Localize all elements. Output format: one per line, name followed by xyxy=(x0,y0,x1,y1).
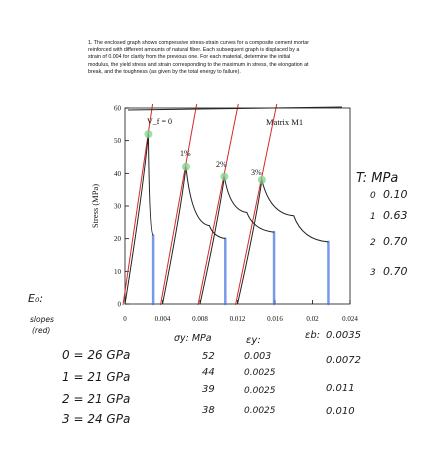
stress-strain-curve xyxy=(162,166,226,305)
break-strain-value: 0.010 xyxy=(326,406,355,417)
yield-stress-value: 44 xyxy=(202,367,215,378)
modulus-line xyxy=(160,103,198,306)
x-tick-label: 0.016 xyxy=(267,315,283,323)
y-tick-label: 0 xyxy=(118,301,122,309)
series-label: 2% xyxy=(216,160,227,169)
break-strain-value: 0.011 xyxy=(326,383,355,394)
stress-strain-curve xyxy=(124,134,154,305)
break-strain-value: 0.0035 xyxy=(326,330,361,341)
y-tick-label: 20 xyxy=(114,235,122,243)
toughness-index: 3 xyxy=(370,268,376,278)
problem-line: modulus, the yield stress and strain cor… xyxy=(88,61,309,68)
series-labels: V_f = 0 1% 2% 3% xyxy=(147,117,262,177)
series-label: 3% xyxy=(251,168,262,177)
yield-strain-value: 0.0025 xyxy=(244,406,276,416)
peak-marker xyxy=(220,172,229,181)
toughness-index: 2 xyxy=(370,238,376,248)
yield-strain-notes: εy: 0.003 0.0025 0.0025 0.0025 xyxy=(244,335,276,416)
toughness-value: 0.63 xyxy=(383,209,408,222)
break-lines xyxy=(151,230,330,306)
modulus-entry: 0 = 26 GPa xyxy=(62,348,130,362)
toughness-header: T: MPa xyxy=(356,171,398,186)
break-strain-value: 0.0072 xyxy=(326,355,361,366)
y-axis-label: Stress (MPa) xyxy=(90,184,100,228)
problem-line: strain of 0.004 for clarity from the pre… xyxy=(88,54,291,61)
yield-stress-value: 52 xyxy=(202,351,215,362)
toughness-value: 0.70 xyxy=(383,265,408,278)
toughness-notes: T: MPa 0 0.10 1 0.63 2 0.70 3 0.70 xyxy=(356,171,408,278)
stress-strain-chart: 0 10 20 30 40 50 60 0 0.004 0.008 0.012 0.016 0.02 0.… xyxy=(90,103,358,323)
y-tick-label: 60 xyxy=(114,105,122,113)
yield-strain-value: 0.0025 xyxy=(244,368,276,378)
y-tick-label: 50 xyxy=(114,137,122,145)
modulus-notes: E₀: slopes (red) 0 = 26 GPa 1 = 21 GPa 2… xyxy=(28,292,130,426)
y-tick-label: 10 xyxy=(114,268,122,276)
peak-marker xyxy=(181,162,190,171)
toughness-value: 0.10 xyxy=(383,188,408,201)
x-tick-label: 0.02 xyxy=(306,315,319,323)
yield-strain-value: 0.0025 xyxy=(244,386,276,396)
chart-title: Matrix M1 xyxy=(266,117,303,127)
toughness-value: 0.70 xyxy=(383,235,408,248)
yield-stress-notes: σy: MPa 52 44 39 38 xyxy=(174,333,215,416)
break-strain-header: εb: xyxy=(305,330,320,341)
peak-markers xyxy=(144,130,266,184)
series-label: V_f = 0 xyxy=(147,117,172,126)
yield-strain-value: 0.003 xyxy=(244,351,271,362)
toughness-index: 1 xyxy=(370,212,376,222)
modulus-line xyxy=(235,103,278,306)
peak-marker xyxy=(257,175,266,184)
y-tick-label: 30 xyxy=(114,203,122,211)
problem-line: 1. The enclosed graph shows compressive … xyxy=(88,40,309,46)
break-strain-notes: εb: 0.0035 0.0072 0.011 0.010 xyxy=(305,330,361,417)
top-ink-line xyxy=(127,106,343,111)
problem-line: reinforced with different amounts of nat… xyxy=(88,47,300,54)
x-tick-label: 0.008 xyxy=(192,315,208,323)
modulus-entry: 2 = 21 GPa xyxy=(62,392,130,406)
e0-label: E₀: xyxy=(28,292,43,305)
stress-strain-curve xyxy=(199,176,275,305)
yield-strain-header: εy: xyxy=(246,335,261,346)
y-tick-label: 40 xyxy=(114,170,122,178)
stress-strain-curve xyxy=(237,179,329,305)
curves xyxy=(124,134,329,305)
yield-stress-value: 39 xyxy=(202,384,215,395)
plot-frame xyxy=(124,107,351,305)
series-label: 1% xyxy=(180,149,191,158)
yield-stress-value: 38 xyxy=(202,405,215,416)
modulus-entry: 3 = 24 GPa xyxy=(62,412,130,426)
peak-marker xyxy=(144,130,153,139)
problem-statement: 1. The enclosed graph shows compressive … xyxy=(88,40,368,76)
x-tick-label: 0.012 xyxy=(230,315,246,323)
modulus-entry: 1 = 21 GPa xyxy=(62,370,130,384)
modulus-line xyxy=(197,103,239,306)
problem-line: break, and the toughness (as given by th… xyxy=(88,68,241,75)
x-tick-label: 0.004 xyxy=(155,315,171,323)
e0-note: slopes xyxy=(30,315,54,324)
yield-stress-header: σy: MPa xyxy=(174,333,212,344)
e0-unit: (red) xyxy=(32,326,50,335)
toughness-index: 0 xyxy=(370,191,376,201)
x-tick-label: 0.024 xyxy=(342,315,358,323)
x-tick-label: 0 xyxy=(123,315,127,323)
